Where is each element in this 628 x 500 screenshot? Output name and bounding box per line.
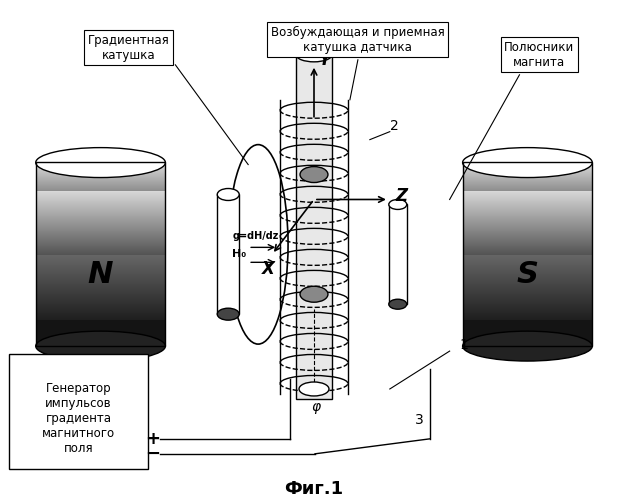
Ellipse shape [463,331,592,361]
Text: g=dH/dz: g=dH/dz [232,232,279,241]
Bar [389,204,407,304]
Text: +: + [145,430,160,448]
Ellipse shape [296,48,332,62]
Text: Фиг.1: Фиг.1 [284,480,344,498]
Text: Градиентная
катушка: Градиентная катушка [88,34,170,62]
Text: H₀: H₀ [232,250,246,260]
Text: N: N [88,260,113,289]
Text: Возбуждающая и приемная
катушка датчика: Возбуждающая и приемная катушка датчика [271,26,445,54]
Ellipse shape [36,148,165,178]
Ellipse shape [300,286,328,302]
Text: Полюсники
магнита: Полюсники магнита [504,41,575,69]
Ellipse shape [389,299,407,309]
Text: Генератор
импульсов
градиента
магнитного
поля: Генератор импульсов градиента магнитного… [42,382,115,456]
Text: Z: Z [396,188,408,206]
Bar [217,194,239,314]
Ellipse shape [300,166,328,182]
Ellipse shape [217,188,239,200]
Text: −: − [145,445,160,463]
Text: S: S [516,260,538,289]
Bar [36,162,165,346]
Ellipse shape [299,382,329,396]
Ellipse shape [463,148,592,178]
Ellipse shape [217,308,239,320]
Text: φ: φ [311,400,320,414]
Bar [463,162,592,346]
Ellipse shape [389,200,407,209]
Text: 1: 1 [460,338,468,352]
Text: X: X [262,260,275,278]
Text: 3: 3 [414,413,423,427]
Text: 2: 2 [390,118,399,132]
FancyBboxPatch shape [9,354,148,469]
Ellipse shape [36,331,165,361]
Text: Y: Y [319,51,331,69]
Bar [296,55,332,399]
